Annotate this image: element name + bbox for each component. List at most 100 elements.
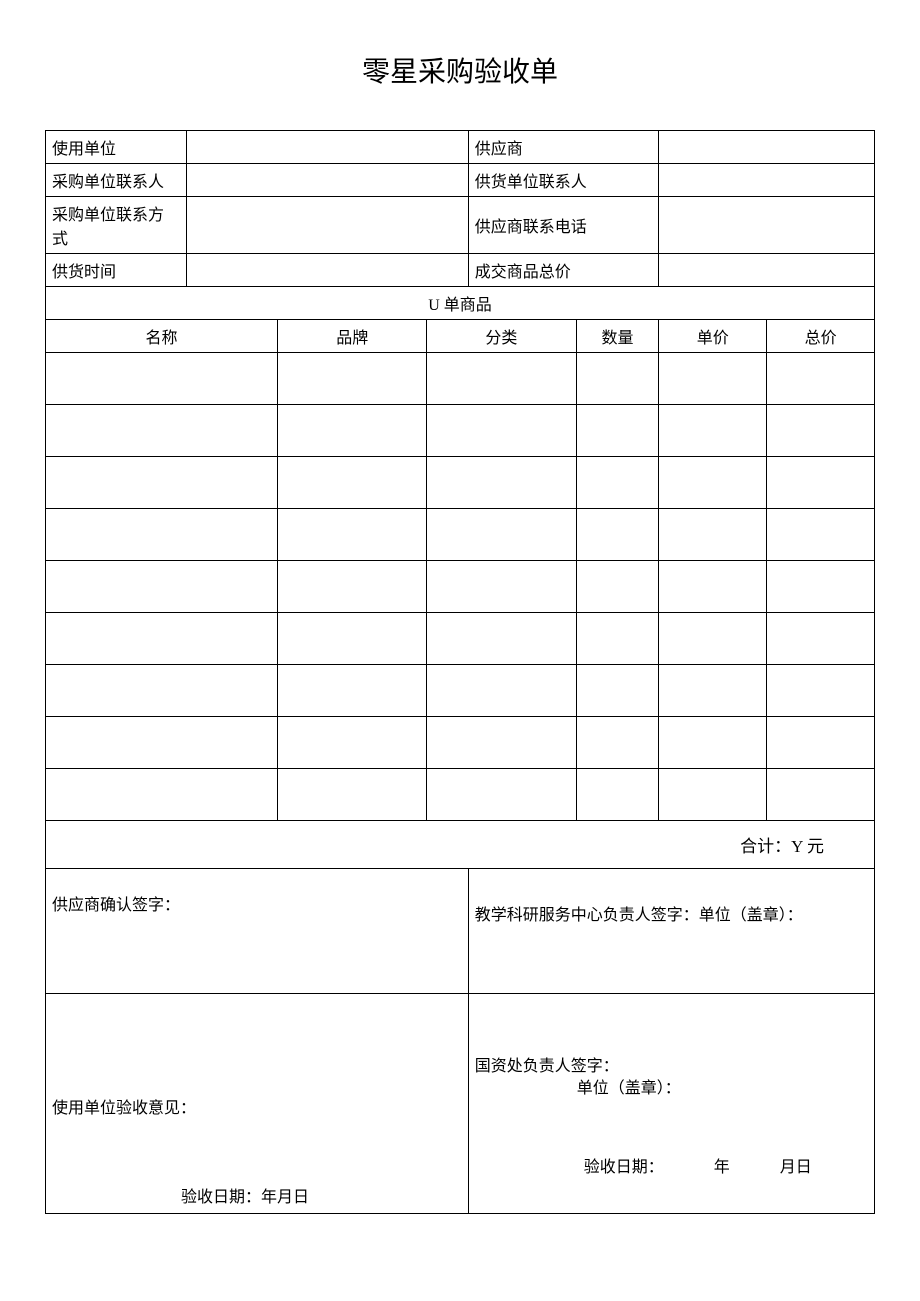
cell-category [427,405,576,457]
cell-total-price [767,717,875,769]
cell-category [427,613,576,665]
cell-category [427,717,576,769]
form-table: 使用单位 供应商 采购单位联系人 供货单位联系人 采购单位联系方式 供应商联系电… [45,130,875,1214]
cell-name [46,457,278,509]
asset-office-signature-area: 国资处负责人签字： 单位（盖章）： 验收日期： 年 月日 [468,994,874,1214]
info-value [186,131,468,164]
accept-date-prefix: 验收日期： [584,1159,664,1176]
info-label: 采购单位联系方式 [46,197,187,254]
item-row [46,405,875,457]
info-value [659,197,875,254]
cell-unit-price [659,769,767,821]
cell-total-price [767,665,875,717]
cell-brand [278,717,427,769]
info-value [186,164,468,197]
item-row [46,457,875,509]
info-value [659,131,875,164]
cell-name [46,509,278,561]
user-unit-opinion-area: 使用单位验收意见： 验收日期：年月日 [46,994,469,1214]
cell-name [46,665,278,717]
cell-qty [576,717,659,769]
cell-qty [576,769,659,821]
accept-date-right: 验收日期： 年 月日 [584,1153,812,1177]
center-head-signature-area: 教学科研服务中心负责人签字：单位（盖章）： [468,869,874,994]
unit-stamp-label: 单位（盖章）： [577,1074,681,1098]
accept-date-left: 验收日期：年月日 [181,1183,309,1207]
item-row [46,613,875,665]
cell-brand [278,353,427,405]
cell-qty [576,457,659,509]
cell-brand [278,561,427,613]
cell-total-price [767,509,875,561]
cell-category [427,457,576,509]
cell-brand [278,769,427,821]
cell-total-price [767,561,875,613]
cell-total-price [767,405,875,457]
info-label: 采购单位联系人 [46,164,187,197]
cell-unit-price [659,353,767,405]
cell-name [46,769,278,821]
year-char: 年 [714,1159,730,1176]
item-row [46,353,875,405]
items-section-header: U 单商品 [46,287,875,320]
item-row [46,561,875,613]
cell-brand [278,665,427,717]
cell-qty [576,665,659,717]
info-row: 采购单位联系方式 供应商联系电话 [46,197,875,254]
cell-unit-price [659,665,767,717]
cell-unit-price [659,561,767,613]
item-row [46,769,875,821]
cell-unit-price [659,457,767,509]
info-value [186,197,468,254]
cell-category [427,561,576,613]
item-row [46,717,875,769]
col-total-price: 总价 [767,320,875,353]
info-value [186,254,468,287]
cell-category [427,769,576,821]
cell-name [46,561,278,613]
cell-brand [278,457,427,509]
cell-total-price [767,353,875,405]
user-unit-opinion-label: 使用单位验收意见： [52,1094,196,1118]
info-label: 成交商品总价 [468,254,659,287]
cell-qty [576,561,659,613]
cell-name [46,613,278,665]
asset-office-head-label: 国资处负责人签字： [475,1052,619,1076]
info-label: 供货单位联系人 [468,164,659,197]
cell-category [427,509,576,561]
info-label: 使用单位 [46,131,187,164]
items-header-row: 名称 品牌 分类 数量 单价 总价 [46,320,875,353]
cell-total-price [767,769,875,821]
col-unit-price: 单价 [659,320,767,353]
cell-name [46,717,278,769]
cell-name [46,405,278,457]
info-row: 采购单位联系人 供货单位联系人 [46,164,875,197]
item-row [46,665,875,717]
cell-brand [278,405,427,457]
cell-qty [576,509,659,561]
info-value [659,164,875,197]
cell-total-price [767,613,875,665]
cell-brand [278,613,427,665]
cell-unit-price [659,509,767,561]
document-title: 零星采购验收单 [45,50,875,90]
info-label: 供应商 [468,131,659,164]
info-row: 供货时间 成交商品总价 [46,254,875,287]
info-label: 供货时间 [46,254,187,287]
cell-name [46,353,278,405]
cell-unit-price [659,717,767,769]
col-category: 分类 [427,320,576,353]
month-day: 月日 [780,1159,812,1176]
cell-qty [576,613,659,665]
cell-unit-price [659,613,767,665]
cell-category [427,665,576,717]
cell-unit-price [659,405,767,457]
item-row [46,509,875,561]
cell-total-price [767,457,875,509]
cell-category [427,353,576,405]
col-name: 名称 [46,320,278,353]
info-value [659,254,875,287]
supplier-signature-area: 供应商确认签字： [46,869,469,994]
col-qty: 数量 [576,320,659,353]
info-row: 使用单位 供应商 [46,131,875,164]
